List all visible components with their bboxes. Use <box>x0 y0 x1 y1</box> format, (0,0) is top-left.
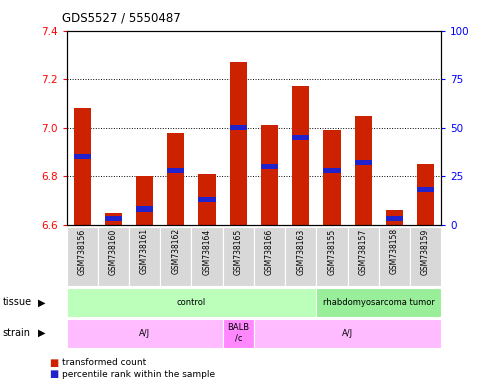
Text: rhabdomyosarcoma tumor: rhabdomyosarcoma tumor <box>323 298 435 307</box>
Text: GSM738160: GSM738160 <box>109 228 118 275</box>
Bar <box>73 154 91 159</box>
Bar <box>67 319 223 348</box>
Bar <box>323 130 341 225</box>
Bar <box>417 164 434 225</box>
Text: BALB
/c: BALB /c <box>227 323 249 343</box>
Text: ▶: ▶ <box>38 297 46 308</box>
Bar <box>348 227 379 286</box>
Bar <box>223 227 254 286</box>
Text: GSM738164: GSM738164 <box>203 228 211 275</box>
Bar <box>254 319 441 348</box>
Text: ■: ■ <box>49 358 59 368</box>
Bar <box>73 108 91 225</box>
Text: A/J: A/J <box>342 329 353 338</box>
Text: percentile rank within the sample: percentile rank within the sample <box>62 370 215 379</box>
Bar <box>379 227 410 286</box>
Bar <box>199 174 215 225</box>
Text: GDS5527 / 5550487: GDS5527 / 5550487 <box>62 12 180 25</box>
Bar <box>199 197 215 202</box>
Bar <box>167 168 184 173</box>
Bar <box>354 116 372 225</box>
Text: ▶: ▶ <box>38 328 46 338</box>
Text: GSM738156: GSM738156 <box>78 228 87 275</box>
Text: GSM738158: GSM738158 <box>390 228 399 275</box>
Bar <box>261 125 278 225</box>
Bar <box>285 227 317 286</box>
Bar <box>191 227 223 286</box>
Bar <box>167 132 184 225</box>
Bar <box>410 227 441 286</box>
Bar <box>230 62 247 225</box>
Bar <box>105 212 122 225</box>
Bar <box>254 227 285 286</box>
Bar <box>292 86 309 225</box>
Bar <box>223 319 254 348</box>
Text: A/J: A/J <box>139 329 150 338</box>
Bar <box>129 227 160 286</box>
Bar <box>136 176 153 225</box>
Text: tissue: tissue <box>2 297 32 308</box>
Text: GSM738161: GSM738161 <box>140 228 149 275</box>
Bar <box>67 227 98 286</box>
Bar <box>105 216 122 222</box>
Text: GSM738166: GSM738166 <box>265 228 274 275</box>
Text: GSM738157: GSM738157 <box>359 228 368 275</box>
Bar <box>354 160 372 165</box>
Bar <box>317 288 441 317</box>
Bar <box>230 125 247 130</box>
Bar <box>323 168 341 173</box>
Bar <box>292 135 309 140</box>
Bar <box>317 227 348 286</box>
Bar <box>386 210 403 225</box>
Text: GSM738155: GSM738155 <box>327 228 336 275</box>
Text: GSM738163: GSM738163 <box>296 228 305 275</box>
Bar <box>98 227 129 286</box>
Text: transformed count: transformed count <box>62 358 146 367</box>
Bar <box>160 227 191 286</box>
Text: GSM738162: GSM738162 <box>172 228 180 275</box>
Text: GSM738159: GSM738159 <box>421 228 430 275</box>
Text: ■: ■ <box>49 369 59 379</box>
Bar <box>261 164 278 169</box>
Text: strain: strain <box>2 328 31 338</box>
Bar <box>417 187 434 192</box>
Text: GSM738165: GSM738165 <box>234 228 243 275</box>
Bar <box>386 216 403 222</box>
Bar <box>67 288 317 317</box>
Text: control: control <box>177 298 206 307</box>
Bar <box>136 207 153 212</box>
